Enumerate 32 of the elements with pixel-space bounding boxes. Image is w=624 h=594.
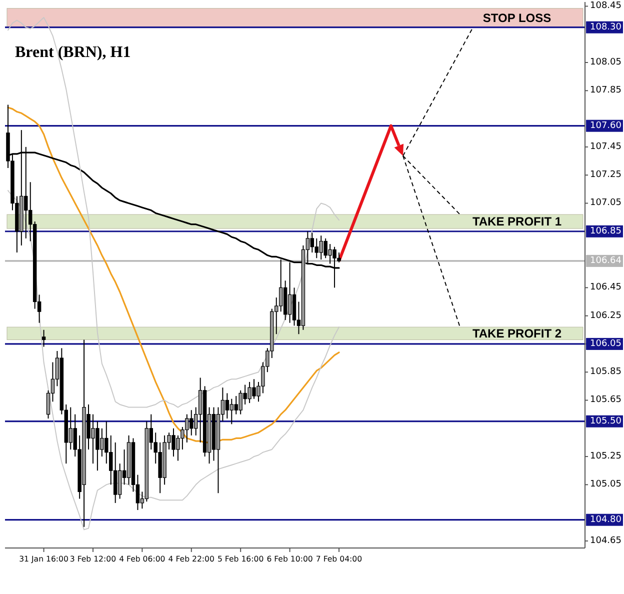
line-series — [8, 16, 340, 408]
band-label: STOP LOSS — [482, 10, 552, 25]
y-tick-label: 107.25 — [590, 170, 622, 180]
band-label: TAKE PROFIT 2 — [472, 326, 562, 340]
candlestick — [118, 463, 122, 500]
y-tick-label: 108.45 — [590, 1, 622, 12]
band-label: TAKE PROFIT 1 — [472, 214, 562, 229]
y-tick-label: 108.05 — [590, 58, 622, 68]
y-tick-label: 107.05 — [590, 198, 622, 208]
y-tick-label: 105.65 — [590, 395, 622, 406]
line-series — [8, 190, 340, 530]
candlestick — [42, 329, 46, 348]
y-tick-label: 106.25 — [590, 310, 622, 321]
ref-line-label: 107.60 — [590, 120, 622, 131]
y-tick-label: 106.45 — [590, 282, 622, 293]
y-tick-label: 104.65 — [590, 536, 622, 546]
y-tick-label: 105.85 — [590, 367, 622, 378]
y-tick-label: 105.05 — [590, 480, 622, 490]
text: Brent (BRN), H1 — [15, 44, 131, 61]
ref-line-label: 106.64 — [590, 256, 622, 266]
ref-line-label: 106.05 — [590, 338, 622, 349]
y-tick-label: 107.85 — [590, 86, 622, 96]
candlestick — [230, 398, 234, 425]
candlestick — [113, 442, 118, 504]
ref-line-label: 108.30 — [590, 22, 622, 32]
candlestick — [225, 392, 230, 420]
y-tick-label: 107.45 — [590, 142, 622, 152]
candlestick — [310, 232, 314, 253]
ref-line-label: 106.85 — [590, 226, 622, 236]
ref-line-label: 104.80 — [590, 514, 622, 525]
ref-line-label: 105.50 — [590, 416, 622, 426]
y-tick-label: 105.25 — [590, 452, 622, 462]
